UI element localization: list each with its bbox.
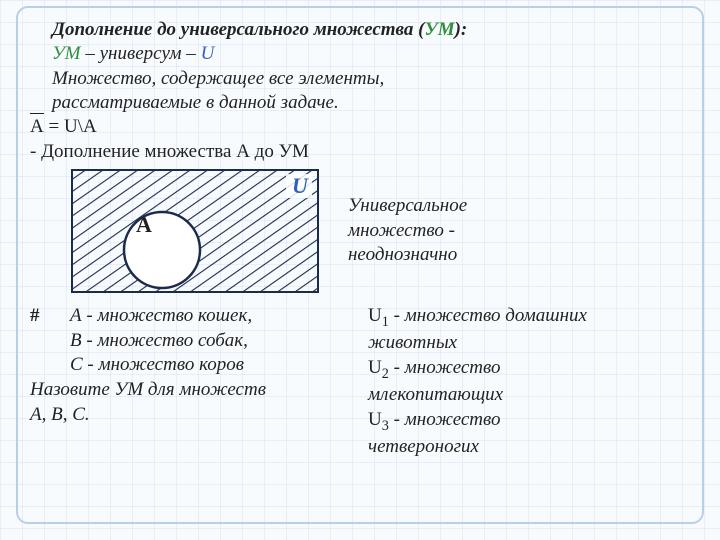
label-u: U [292,173,309,198]
note-l3: неоднозначно [348,243,467,267]
u3-cont: четвероногих [368,435,690,460]
hash-symbol: # [30,304,70,329]
u1-cont: животных [368,331,690,356]
line2-um: УМ [52,43,81,64]
example-left: #А - множество кошек, В - множество соба… [30,304,360,460]
title-prefix: Дополнение до универсального множества ( [52,19,424,40]
note-l1: Универсальное [348,194,467,218]
title-suffix: ): [455,19,468,40]
bottom-row: #А - множество кошек, В - множество соба… [30,304,690,460]
u3-text: - множество [389,409,501,430]
title-um: УМ [424,19,454,40]
line-2: УМ – универсум – U [30,42,690,66]
label-a: А [136,212,152,237]
ex-b: В - множество собак, [30,329,360,354]
u3-sub: 3 [382,418,389,434]
u2-row: U2 - множество [368,356,690,383]
u2-cont: млекопитающих [368,383,690,408]
content-frame: Дополнение до универсального множества (… [16,6,704,524]
ex-q1: Назовите УМ для множеств [30,378,360,403]
title-line: Дополнение до универсального множества (… [30,18,690,42]
venn-diagram: А U [70,168,320,294]
line-4: рассматриваемые в данной задаче. [30,91,690,115]
u1-sub: 1 [382,314,389,330]
ex-q2: А, В, С. [30,403,360,428]
line-6: - Дополнение множества А до УМ [30,140,690,164]
formula-line: А = U\A [30,115,690,139]
u1-row: U1 - множество домашних [368,304,690,331]
line2-u: U [201,43,215,64]
formula-rest: = U\A [44,116,97,137]
a-bar: А [30,115,44,139]
u3-row: U3 - множество [368,408,690,435]
u2-text: - множество [389,357,501,378]
diagram-row: А U Универсальное множество - неоднознач… [30,168,690,294]
ex-a-row: #А - множество кошек, [30,304,360,329]
ex-a: А - множество кошек, [70,305,252,326]
diagram-svg: А U [70,168,320,294]
u2-u: U [368,357,382,378]
u2-sub: 2 [382,366,389,382]
u1-text: - множество домашних [389,305,587,326]
u1-u: U [368,305,382,326]
u3-u: U [368,409,382,430]
right-note: Универсальное множество - неоднозначно [348,194,467,267]
line2-mid: – универсум – [81,43,201,64]
ex-c: С - множество коров [30,353,360,378]
example-right: U1 - множество домашних животных U2 - мн… [368,304,690,460]
line-3: Множество, содержащее все элементы, [30,67,690,91]
note-l2: множество - [348,219,467,243]
